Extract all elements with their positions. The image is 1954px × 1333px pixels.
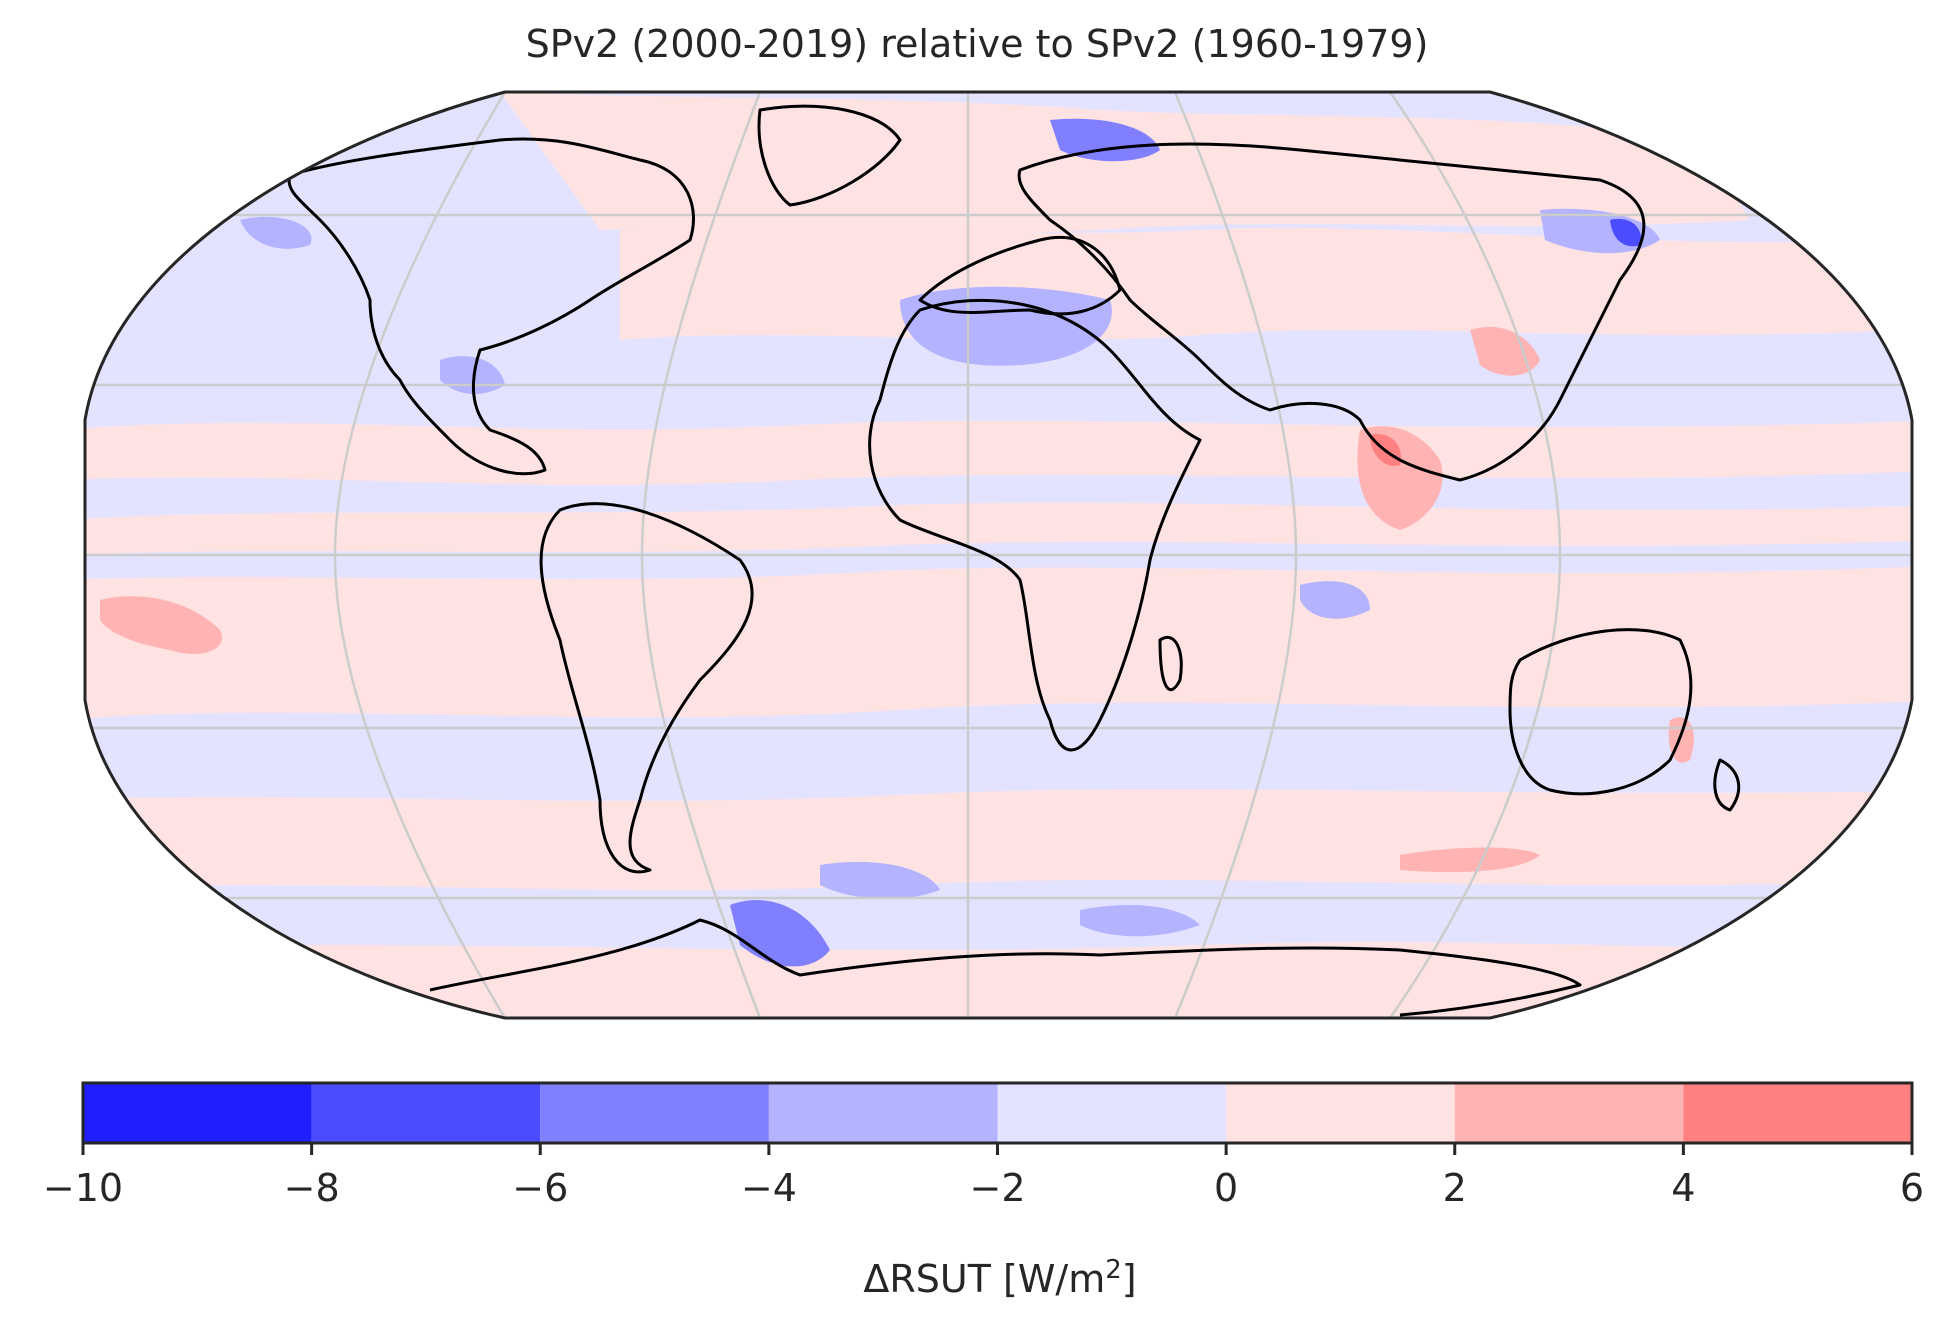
longitude-line (1173, 92, 1298, 1018)
colorbar-ticks: −10 −8 −6 −4 −2 0 2 4 6 (43, 1143, 1924, 1210)
field-band-positive (85, 502, 1912, 555)
colorbar-tick-label: 0 (1214, 1166, 1238, 1210)
field-patch-positive (100, 596, 222, 654)
colorbar-tick-label: 2 (1443, 1166, 1467, 1210)
colorbar-segment (83, 1083, 312, 1143)
field-band-positive (85, 420, 1912, 485)
colorbar-segment (997, 1083, 1227, 1143)
colorbar (81, 1081, 1914, 1145)
field-patch-positive (1470, 326, 1540, 376)
longitude-line (640, 92, 762, 1018)
colorbar-tick-label: −2 (969, 1166, 1025, 1210)
longitude-line (1388, 92, 1562, 1018)
colorbar-label-superscript: 2 (1105, 1255, 1122, 1285)
field-band-positive (85, 565, 1912, 720)
colorbar-segment (1454, 1083, 1684, 1143)
colorbar-segment (1683, 1083, 1912, 1143)
colorbar-label-end: ] (1122, 1257, 1137, 1301)
colorbar-tick-label: −8 (284, 1166, 340, 1210)
colorbar-segment (768, 1083, 998, 1143)
new-zealand-outline (1713, 758, 1741, 812)
madagascar-outline (1158, 636, 1183, 692)
field-patch-negative (820, 861, 940, 900)
field-patch-positive (1400, 847, 1540, 873)
field-band-positive (85, 789, 1912, 890)
colorbar-segment (311, 1083, 541, 1143)
field-patch-negative (1080, 905, 1200, 937)
europe-outline (918, 235, 1122, 316)
graticule (85, 92, 1912, 1018)
asia-outline (1017, 142, 1646, 482)
coastlines (287, 104, 1741, 1017)
longitude-line (333, 92, 507, 1018)
antarctica-outline (429, 918, 1582, 1017)
map-frame (83, 90, 1914, 1020)
field-patch-negative (1300, 581, 1370, 619)
field-band-positive (85, 942, 1912, 1018)
colorbar-tick-label: 6 (1900, 1166, 1924, 1210)
colorbar-segment (540, 1083, 769, 1143)
north-america-outline (287, 137, 695, 476)
field-patch-negative (900, 286, 1112, 366)
colorbar-segment (1226, 1083, 1455, 1143)
colorbar-label-main: ΔRSUT [W/m (863, 1257, 1105, 1301)
south-america-outline (539, 502, 754, 874)
africa-outline (868, 298, 1202, 752)
colorbar-tick-label: 4 (1671, 1166, 1695, 1210)
field-band-positive (500, 92, 1750, 234)
map-title: SPv2 (2000-2019) relative to SPv2 (1960-… (525, 22, 1429, 66)
field-patch-negative (240, 216, 312, 249)
colorbar-label: ΔRSUT [W/m2] (863, 1255, 1136, 1301)
colorbar-tick-label: −6 (512, 1166, 568, 1210)
australia-outline (1508, 628, 1693, 796)
field-patch-negative-strong (1610, 218, 1641, 247)
colorbar-tick-label: −4 (741, 1166, 797, 1210)
field-patch-negative (1050, 118, 1160, 162)
field-band-positive (620, 227, 1900, 340)
greenland-outline (757, 104, 902, 207)
colorbar-tick-label: −10 (43, 1166, 123, 1210)
